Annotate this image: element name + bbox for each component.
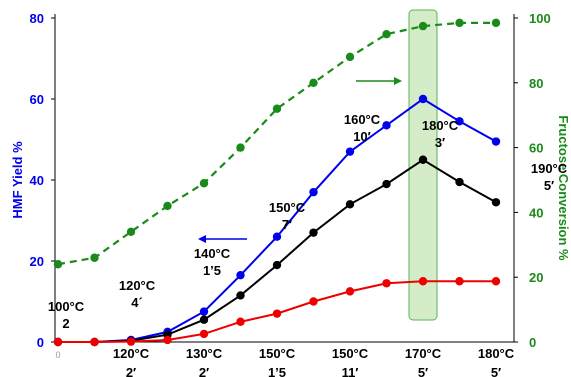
data-point-2 xyxy=(345,287,355,296)
y-left-axis-title: HMF Yield % xyxy=(10,141,25,219)
point-annotation: 160°C 10′ xyxy=(344,112,381,144)
data-point-3 xyxy=(272,104,282,113)
data-point-3 xyxy=(309,78,318,88)
point-annotation: 180°C 3′ xyxy=(422,118,459,150)
data-point-3 xyxy=(345,52,355,62)
data-point-3 xyxy=(199,179,209,188)
data-point-2 xyxy=(53,337,63,347)
data-point-0 xyxy=(455,117,464,126)
data-point-2 xyxy=(126,337,136,346)
data-point-1 xyxy=(345,200,355,209)
data-point-2 xyxy=(418,277,428,286)
data-point-1 xyxy=(309,228,318,237)
y-right-tick-label: 60 xyxy=(529,141,543,156)
data-point-3 xyxy=(90,253,99,262)
data-point-0 xyxy=(345,147,355,156)
x-tick-label: 180°C 5′ xyxy=(478,346,515,377)
data-point-0 xyxy=(272,232,282,241)
data-point-0 xyxy=(382,121,391,130)
y-right-axis-title: Fructose Conversion % xyxy=(556,115,571,261)
data-point-3 xyxy=(418,21,428,31)
data-point-3 xyxy=(126,227,136,237)
data-point-2 xyxy=(382,279,391,288)
data-point-0 xyxy=(309,187,318,197)
y-left-tick-label: 80 xyxy=(30,11,44,26)
x-tick-label: 150°C 1’5 xyxy=(259,346,296,377)
x-tick-label: 120°C 2′ xyxy=(113,346,150,377)
data-point-1 xyxy=(418,155,428,164)
point-annotation: 100°C 2 xyxy=(48,299,85,331)
y-left-tick-label: 0 xyxy=(37,335,44,350)
data-point-0 xyxy=(199,307,209,316)
data-point-2 xyxy=(455,277,464,286)
data-point-1 xyxy=(272,260,282,270)
x-tick-label: 170°C 5′ xyxy=(405,346,442,377)
data-point-2 xyxy=(163,335,172,345)
data-point-2 xyxy=(199,329,209,339)
data-point-0 xyxy=(491,137,501,146)
y-right-tick-label: 40 xyxy=(529,205,543,220)
point-annotation: 150°C 7′ xyxy=(269,200,306,232)
data-point-3 xyxy=(53,260,63,269)
data-point-1 xyxy=(491,198,501,207)
data-point-3 xyxy=(382,30,391,39)
x-tick-label: 150°C 11′ xyxy=(332,346,369,377)
data-point-0 xyxy=(418,94,428,104)
y-left-tick-label: 20 xyxy=(30,254,44,269)
data-point-3 xyxy=(163,201,172,211)
data-point-2 xyxy=(309,297,318,306)
arrow-right-head xyxy=(394,77,402,85)
data-point-1 xyxy=(236,291,245,300)
point-annotation: 120°C 4´ xyxy=(119,278,156,310)
y-left-tick-label: 40 xyxy=(30,173,44,188)
data-point-1 xyxy=(199,315,209,324)
y-right-tick-label: 20 xyxy=(529,270,543,285)
data-point-2 xyxy=(90,337,99,347)
data-point-2 xyxy=(272,309,282,318)
data-point-0 xyxy=(236,270,245,280)
data-point-2 xyxy=(491,277,501,286)
y-left-tick-label: 60 xyxy=(30,92,44,107)
x-tick-label: 0 xyxy=(55,350,60,360)
data-point-3 xyxy=(491,18,501,28)
data-point-2 xyxy=(236,317,245,326)
x-tick-label: 130°C 2′ xyxy=(186,346,223,377)
data-point-3 xyxy=(236,143,245,152)
data-point-3 xyxy=(455,18,464,28)
y-right-tick-label: 0 xyxy=(529,335,536,350)
y-right-tick-label: 80 xyxy=(529,76,543,91)
data-point-1 xyxy=(382,179,391,189)
point-annotation: 190°C 5′ xyxy=(531,161,568,193)
arrow-left-head xyxy=(198,235,206,243)
point-annotation: 140°C 1’5 xyxy=(194,246,231,278)
y-right-tick-label: 100 xyxy=(529,11,551,26)
data-point-1 xyxy=(455,177,464,187)
highlight-band xyxy=(408,9,438,321)
